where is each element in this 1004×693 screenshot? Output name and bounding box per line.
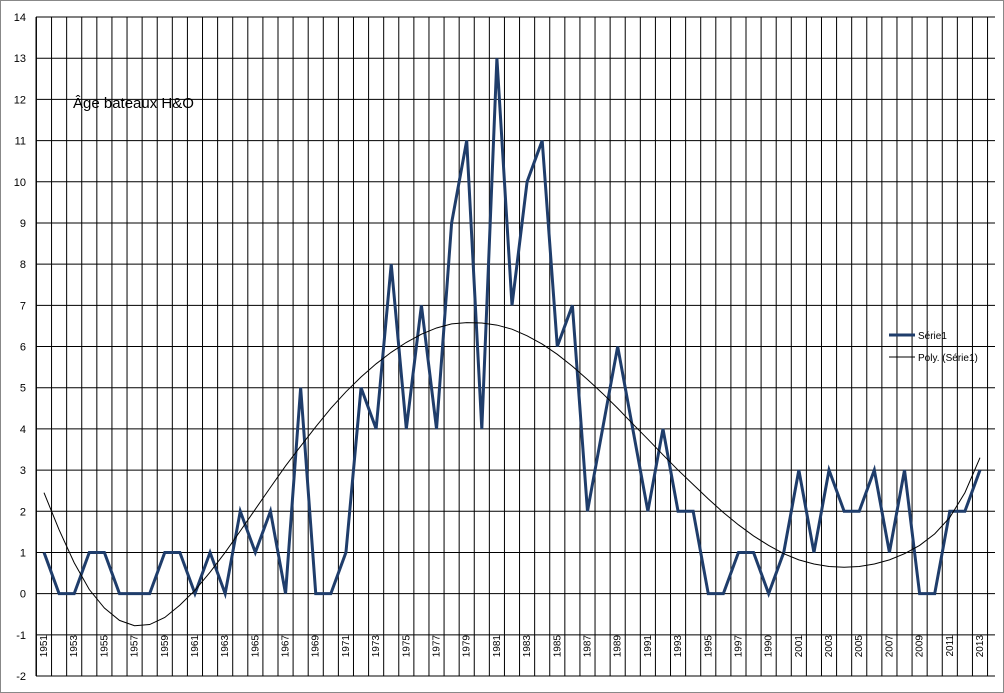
y-tick-label: 1 [20, 547, 26, 559]
x-tick-label: 1981 [492, 635, 503, 658]
y-tick-label: 10 [14, 177, 26, 189]
series-line-poly-trend [43, 322, 981, 627]
x-tick-label: 1983 [522, 635, 533, 658]
y-tick-label: 3 [20, 465, 26, 477]
y-tick-label: 12 [14, 94, 26, 106]
grid-lines [35, 16, 995, 677]
chart-title: Âge bateaux H&O [73, 95, 194, 112]
y-tick-label: 7 [20, 300, 26, 312]
x-tick-label: 1993 [673, 635, 684, 658]
y-tick-label: 14 [14, 12, 26, 24]
y-tick-label: -1 [16, 630, 26, 642]
x-tick-label: 2001 [794, 635, 805, 658]
x-tick-label: 1990 [764, 635, 775, 658]
x-tick-label: 1963 [220, 635, 231, 658]
x-tick-label: 2011 [945, 635, 956, 657]
y-tick-label: 11 [15, 136, 26, 148]
x-tick-label: 1959 [160, 635, 171, 658]
x-tick-label: 1969 [311, 635, 322, 658]
y-tick-label: 5 [20, 383, 26, 395]
x-tick-label: 1967 [281, 635, 292, 658]
y-tick-label: 9 [20, 218, 26, 230]
legend-label-serie1: Série1 [918, 331, 947, 342]
x-tick-label: 1957 [130, 635, 141, 658]
x-axis-tick-labels: 1951 1953 1955 1957 1959 1961 1963 1965 1967 1969… [39, 635, 986, 658]
x-tick-label: 1955 [99, 635, 110, 658]
y-tick-label: 4 [20, 424, 26, 436]
x-tick-label: 1961 [190, 635, 201, 658]
y-tick-label: 2 [20, 506, 26, 518]
x-tick-label: 1977 [432, 635, 443, 658]
x-tick-label: 1995 [703, 635, 714, 658]
x-tick-label: 2009 [915, 635, 926, 658]
x-tick-label: 1953 [69, 635, 80, 658]
x-tick-label: 1991 [643, 635, 654, 658]
legend-label-poly: Poly. (Série1) [918, 353, 978, 364]
y-tick-label: 0 [20, 589, 26, 601]
x-tick-label: 2013 [975, 635, 986, 658]
x-tick-label: 1979 [462, 635, 473, 658]
x-tick-label: 1971 [341, 635, 352, 658]
x-tick-label: 1987 [582, 635, 593, 658]
legend: Série1 Poly. (Série1) [889, 331, 978, 364]
x-tick-label: 1973 [371, 635, 382, 658]
series-line-serie1 [42, 58, 982, 600]
y-tick-label: 6 [20, 342, 26, 354]
y-tick-label: -2 [16, 671, 26, 683]
x-tick-label: 1965 [250, 635, 261, 658]
y-tick-label: 13 [14, 53, 26, 65]
x-tick-label: 2005 [854, 635, 865, 658]
x-tick-label: 1989 [613, 635, 624, 658]
x-tick-label: 2003 [824, 635, 835, 658]
x-tick-label: 1951 [39, 635, 50, 658]
x-tick-label: 2007 [884, 635, 895, 658]
x-tick-label: 1975 [401, 635, 412, 658]
x-tick-label: 1997 [733, 635, 744, 658]
x-tick-label: 1985 [552, 635, 563, 658]
y-tick-label: 8 [20, 259, 26, 271]
series-lines [42, 58, 982, 627]
